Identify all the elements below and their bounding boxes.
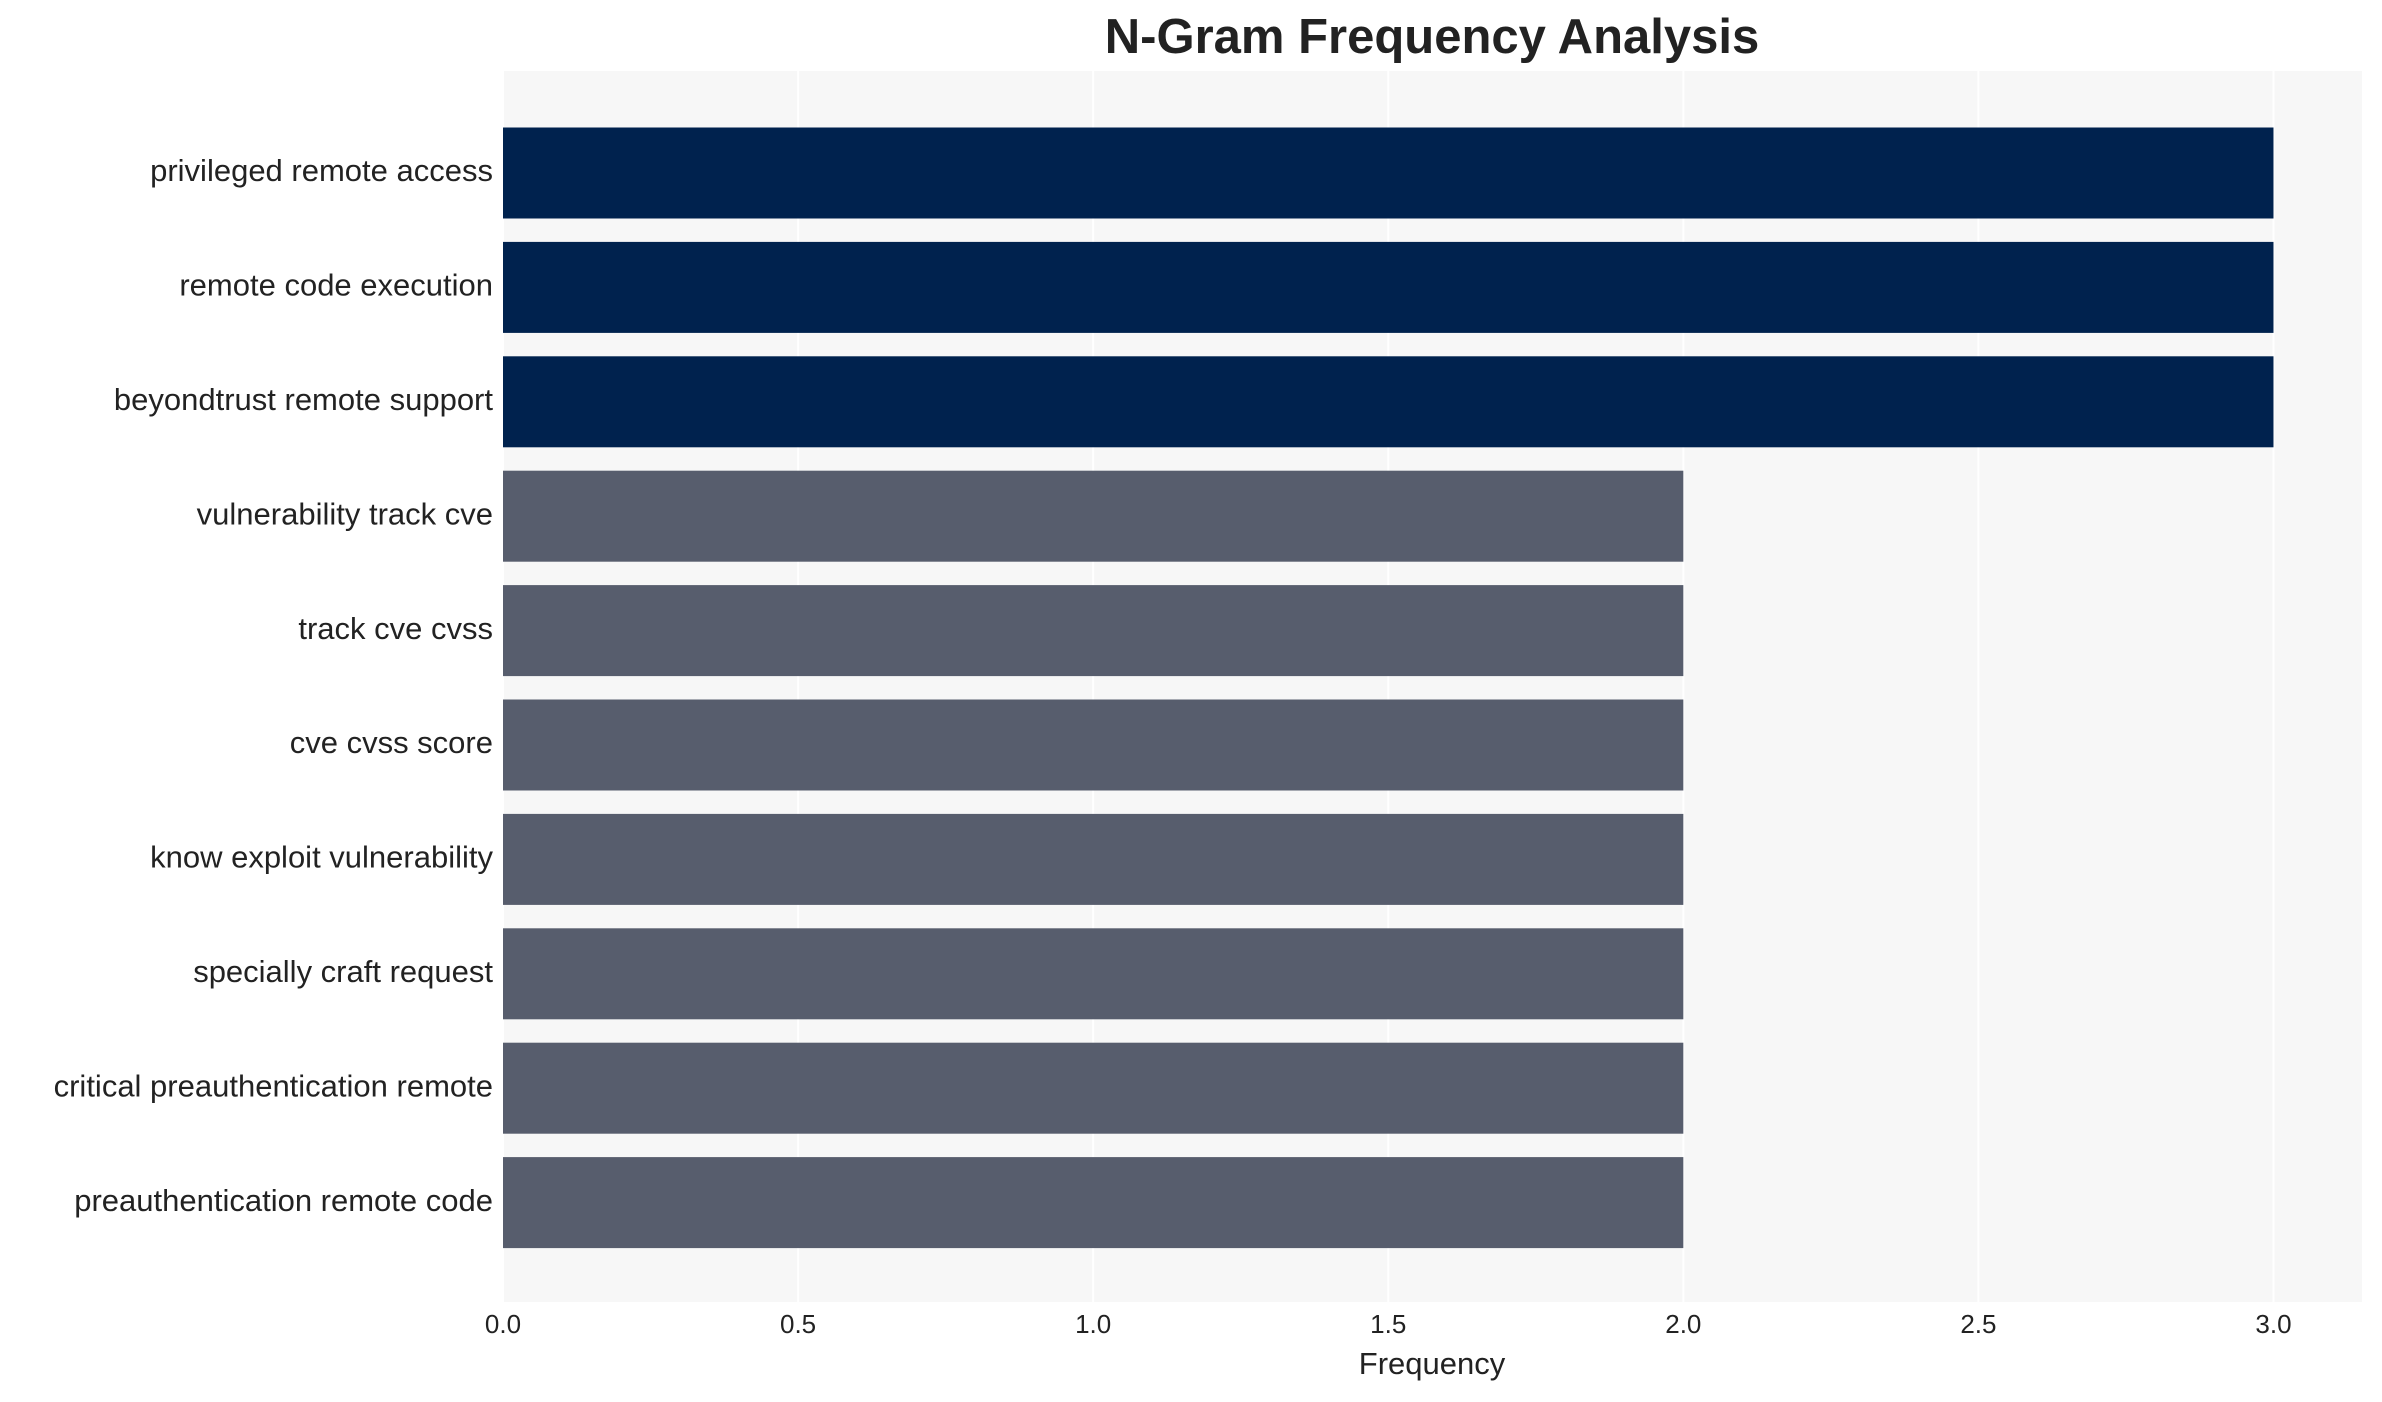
y-tick-label: beyondtrust remote support xyxy=(114,382,493,417)
bar xyxy=(503,356,2274,448)
x-tick-label: 1.5 xyxy=(1370,1309,1406,1339)
y-tick-label: privileged remote access xyxy=(150,153,493,188)
bar xyxy=(503,1042,1684,1134)
y-tick-label: specially craft request xyxy=(193,954,493,989)
y-tick-label: critical preauthentication remote xyxy=(54,1068,493,1103)
bar xyxy=(503,928,1684,1020)
bar xyxy=(503,470,1684,562)
x-tick-label: 2.5 xyxy=(1960,1309,1996,1339)
y-tick-label: preauthentication remote code xyxy=(74,1183,493,1218)
x-tick-label: 0.5 xyxy=(780,1309,816,1339)
bar xyxy=(503,699,1684,791)
x-tick-label: 1.0 xyxy=(1075,1309,1111,1339)
bar xyxy=(503,1157,1684,1249)
chart-title: N-Gram Frequency Analysis xyxy=(1105,10,1759,64)
y-tick-label: know exploit vulnerability xyxy=(150,840,493,875)
bar xyxy=(503,127,2274,219)
bar xyxy=(503,241,2274,333)
y-tick-label: track cve cvss xyxy=(298,611,493,646)
bar xyxy=(503,585,1684,677)
x-tick-label: 2.0 xyxy=(1665,1309,1701,1339)
x-tick-label: 3.0 xyxy=(2255,1309,2291,1339)
y-tick-label: vulnerability track cve xyxy=(197,496,493,531)
x-tick-label: 0.0 xyxy=(485,1309,521,1339)
y-tick-label: cve cvss score xyxy=(290,725,493,760)
y-tick-label: remote code execution xyxy=(179,268,493,303)
bar xyxy=(503,813,1684,905)
x-axis-label: Frequency xyxy=(1359,1346,1506,1381)
